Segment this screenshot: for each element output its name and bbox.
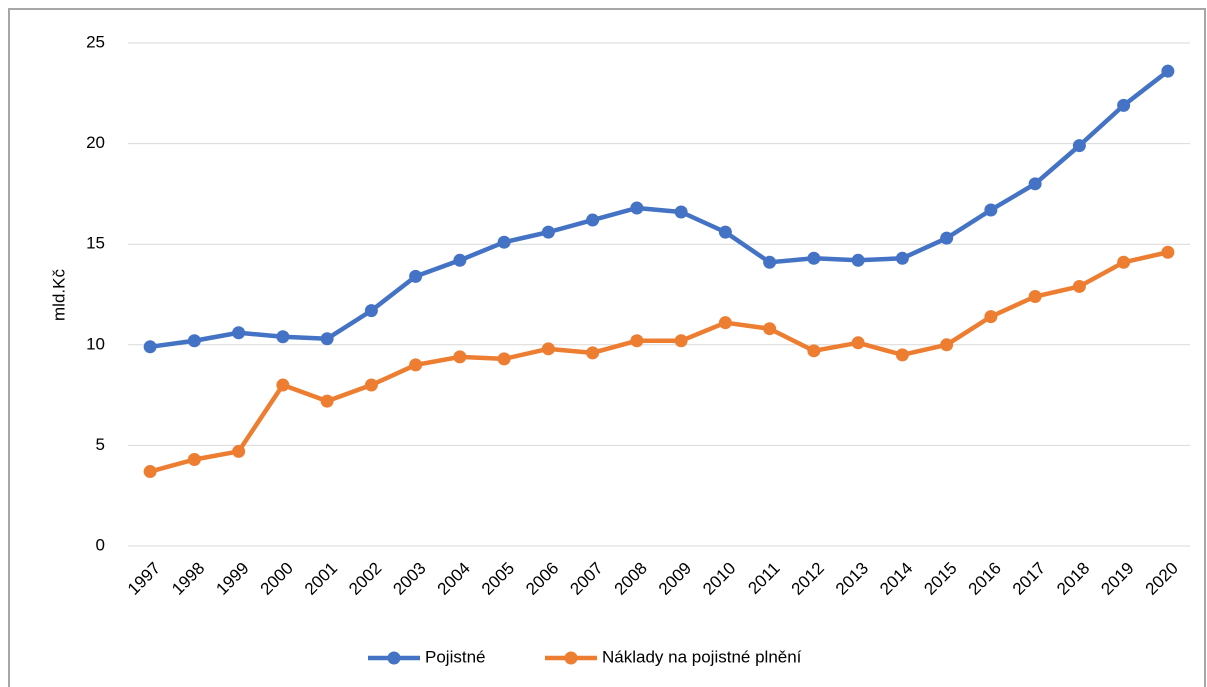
point — [364, 378, 378, 392]
point — [541, 225, 555, 239]
point — [763, 255, 777, 269]
point — [497, 352, 511, 366]
point — [187, 334, 201, 348]
legend-marker — [387, 651, 401, 665]
y-tick-label: 10 — [86, 334, 105, 353]
point — [807, 251, 821, 265]
point — [895, 348, 909, 362]
point — [1028, 177, 1042, 191]
point — [674, 334, 688, 348]
point — [1161, 64, 1175, 78]
point — [1072, 139, 1086, 153]
point — [276, 330, 290, 344]
y-tick-label: 25 — [86, 32, 105, 51]
point — [630, 201, 644, 215]
point — [984, 310, 998, 324]
point — [586, 346, 600, 360]
point — [409, 269, 423, 283]
point — [364, 304, 378, 318]
legend-label: Náklady na pojistné plnění — [602, 647, 802, 666]
point — [674, 205, 688, 219]
legend-label: Pojistné — [425, 647, 485, 666]
point — [497, 235, 511, 249]
y-tick-label: 15 — [86, 234, 105, 253]
y-tick-label: 0 — [96, 535, 105, 554]
point — [409, 358, 423, 372]
point — [940, 338, 954, 352]
point — [320, 394, 334, 408]
point — [851, 253, 865, 267]
point — [232, 444, 246, 458]
point — [143, 465, 157, 479]
y-tick-label: 5 — [96, 435, 105, 454]
series-line — [149, 69, 1170, 350]
point — [895, 251, 909, 265]
point — [807, 344, 821, 358]
point — [143, 340, 157, 354]
point — [630, 334, 644, 348]
y-axis-label: mld.Kč — [49, 269, 68, 321]
point — [1161, 245, 1175, 259]
point — [320, 332, 334, 346]
point — [1117, 255, 1131, 269]
point — [851, 336, 865, 350]
point — [718, 316, 732, 330]
point — [276, 378, 290, 392]
point — [1072, 279, 1086, 293]
legend-marker — [564, 651, 578, 665]
point — [1028, 290, 1042, 304]
point — [232, 326, 246, 340]
point — [763, 322, 777, 336]
point — [984, 203, 998, 217]
point — [586, 213, 600, 227]
point — [187, 452, 201, 466]
point — [453, 253, 467, 267]
y-tick-label: 20 — [86, 133, 105, 152]
point — [453, 350, 467, 364]
point — [1117, 98, 1131, 112]
point — [718, 225, 732, 239]
series-line — [149, 250, 1169, 474]
point — [541, 342, 555, 356]
point — [940, 231, 954, 245]
